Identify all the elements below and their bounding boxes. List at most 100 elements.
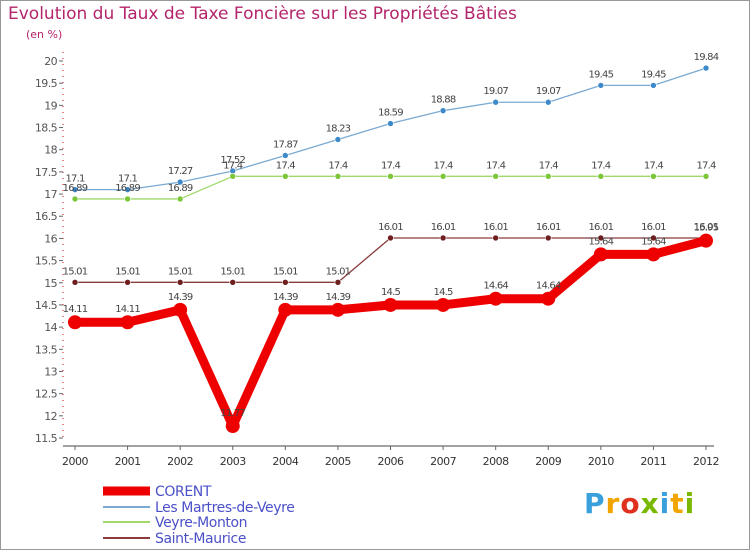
y-tick-label: 13.5 — [35, 343, 58, 356]
data-point — [71, 279, 79, 286]
data-point — [702, 173, 710, 180]
logo-letter: P — [584, 487, 606, 520]
data-point — [124, 279, 131, 286]
data-label: 19.45 — [589, 69, 614, 80]
data-label: 16.01 — [378, 222, 403, 233]
data-label: 14.11 — [115, 304, 140, 315]
data-point — [439, 107, 447, 114]
x-tick-label: 2007 — [430, 455, 456, 468]
data-label: 16.01 — [536, 222, 561, 233]
data-point — [278, 302, 293, 317]
logo-letter: t — [670, 487, 685, 520]
y-tick-label: 14.5 — [35, 299, 58, 312]
data-point — [439, 173, 447, 180]
series-layer — [68, 64, 713, 434]
x-tick-label: 2000 — [62, 455, 88, 468]
data-point — [68, 315, 82, 330]
data-label: 16.89 — [63, 183, 88, 194]
data-label: 14.11 — [63, 304, 88, 315]
data-point — [597, 173, 605, 180]
data-point — [544, 98, 552, 106]
data-point — [334, 279, 342, 286]
data-point — [439, 234, 447, 242]
x-tick-label: 2006 — [378, 455, 404, 468]
data-label: 14.39 — [326, 292, 351, 303]
y-tick-label: 18 — [44, 144, 57, 157]
x-tick-label: 2009 — [535, 455, 561, 468]
x-tick-label: 2008 — [483, 455, 509, 468]
data-point — [282, 152, 289, 159]
data-point — [436, 297, 451, 312]
data-point — [492, 173, 499, 180]
data-labels: 14.11 14.11 14.39 11.77 14.39 14.39 14.5 14.5 14… — [63, 52, 720, 419]
data-point — [330, 302, 345, 317]
data-label: 15.01 — [220, 266, 245, 277]
data-point — [488, 291, 503, 306]
data-label: 16.01 — [694, 222, 719, 233]
data-label: 14.39 — [273, 292, 298, 303]
data-point — [544, 173, 552, 180]
y-tick-label: 17.5 — [35, 166, 58, 179]
data-label: 18.23 — [326, 124, 351, 135]
y-axis-unit: (en %) — [26, 28, 63, 41]
logo-letter: o — [620, 487, 641, 520]
axes: 11.5 12 12.5 13 13.5 14 14.5 15 15.5 16 16.5 17 17.5… — [35, 52, 720, 468]
data-label: 15.01 — [326, 266, 351, 277]
legend-label: Les Martres-de-Veyre — [155, 500, 294, 516]
y-tick-label: 15.5 — [35, 255, 58, 268]
data-label: 17.52 — [220, 155, 245, 166]
legend-label: Saint-Maurice — [155, 531, 246, 547]
data-label: 17.87 — [273, 139, 298, 150]
data-point — [176, 279, 184, 286]
data-point — [650, 82, 657, 89]
chart-title: Evolution du Taux de Taxe Foncière sur l… — [8, 4, 517, 24]
data-point — [597, 82, 605, 89]
data-point — [699, 233, 713, 248]
data-label: 17.1 — [118, 174, 138, 185]
data-label: 16.01 — [589, 222, 614, 233]
y-tick-label: 12.5 — [35, 388, 58, 401]
data-label: 16.89 — [168, 183, 193, 194]
data-label: 14.5 — [381, 287, 401, 298]
x-tick-label: 2004 — [272, 455, 298, 468]
data-point — [646, 247, 661, 262]
data-label: 17.1 — [65, 174, 85, 185]
proxiti-logo: Proxiti — [584, 487, 695, 520]
data-point — [124, 186, 131, 193]
data-label: 15.64 — [589, 236, 614, 247]
data-label: 17.4 — [591, 160, 611, 171]
data-label: 19.84 — [694, 52, 719, 63]
data-point — [229, 173, 237, 180]
data-point — [492, 234, 499, 242]
y-tick-label: 18.5 — [35, 122, 58, 135]
logo-letter: r — [605, 487, 621, 520]
y-tick-label: 17 — [44, 188, 57, 201]
y-tick-label: 11.5 — [35, 432, 58, 445]
x-tick-label: 2002 — [167, 455, 193, 468]
y-tick-label: 19 — [44, 99, 57, 112]
data-label: 17.4 — [486, 160, 506, 171]
data-label: 19.07 — [483, 86, 508, 97]
data-label: 11.77 — [220, 408, 245, 419]
data-point — [383, 297, 398, 312]
data-label: 14.5 — [434, 287, 454, 298]
data-label: 15.95 — [694, 223, 719, 234]
data-label: 14.64 — [483, 281, 508, 292]
data-point — [173, 302, 188, 317]
x-tick-label: 2005 — [325, 455, 351, 468]
data-label: 16.89 — [115, 183, 140, 194]
data-label: 17.4 — [328, 160, 348, 171]
data-label: 15.01 — [115, 266, 140, 277]
data-point — [334, 136, 342, 143]
data-label: 17.4 — [381, 160, 401, 171]
data-point — [282, 173, 289, 180]
data-point — [120, 315, 135, 330]
data-point — [650, 173, 657, 180]
data-point — [71, 186, 79, 193]
data-label: 16.01 — [483, 222, 508, 233]
data-point — [176, 195, 184, 203]
data-label: 14.64 — [536, 281, 561, 292]
data-label: 17.4 — [696, 160, 716, 171]
